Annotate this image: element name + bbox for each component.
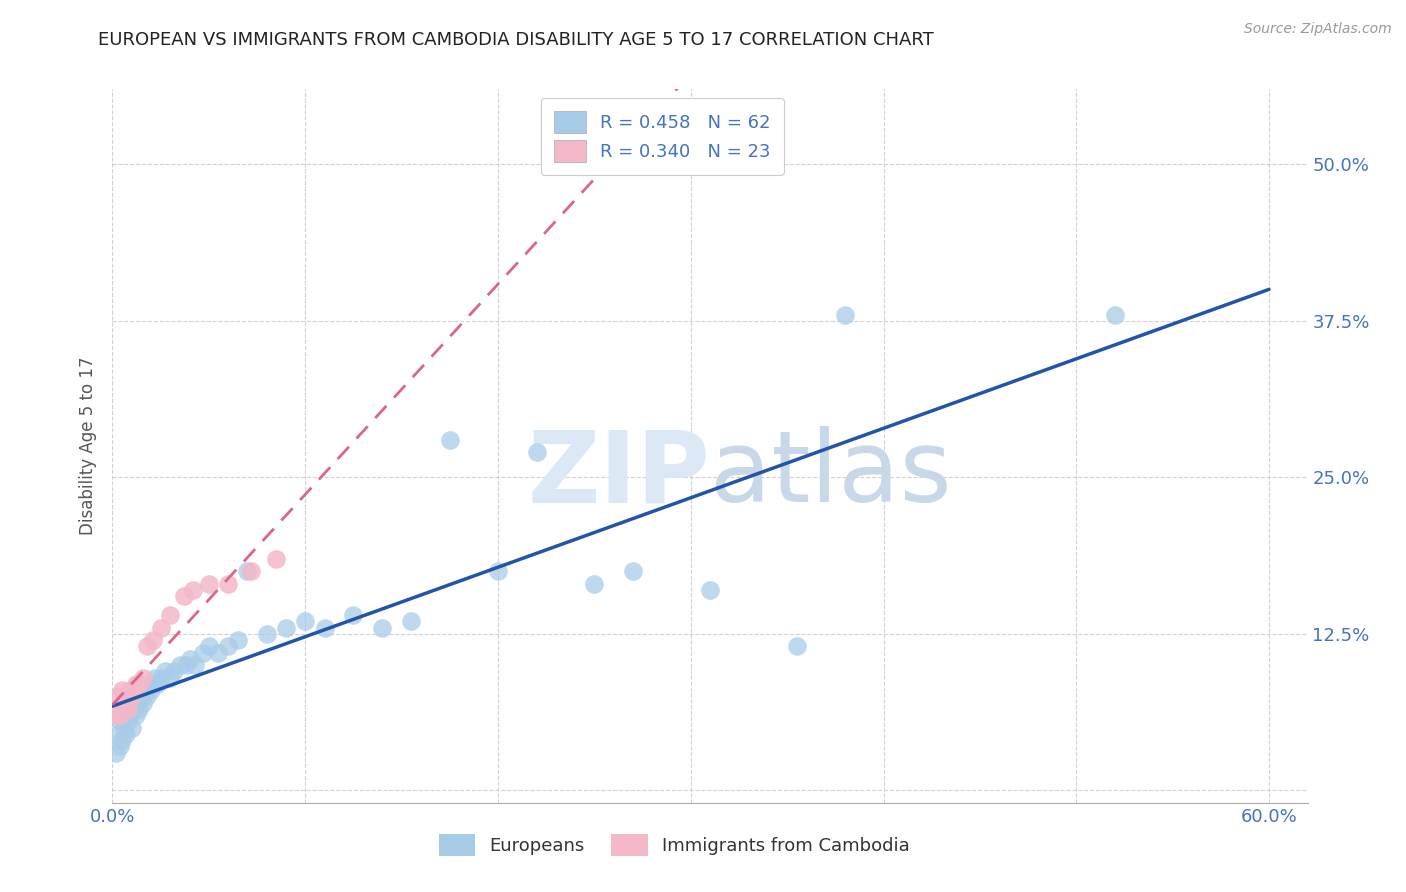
Point xyxy=(236,564,259,578)
Point xyxy=(139,683,162,698)
Point xyxy=(314,621,336,635)
Point xyxy=(124,708,146,723)
Point xyxy=(118,708,141,723)
Point xyxy=(207,646,229,660)
Point xyxy=(121,690,143,704)
Point xyxy=(149,621,172,635)
Point xyxy=(111,733,134,747)
Point xyxy=(127,690,149,704)
Point xyxy=(111,683,134,698)
Point xyxy=(174,658,197,673)
Point xyxy=(169,658,191,673)
Point xyxy=(117,702,139,716)
Point xyxy=(115,690,138,704)
Point xyxy=(1104,308,1126,322)
Point xyxy=(136,640,159,654)
Point xyxy=(179,652,201,666)
Point xyxy=(198,576,221,591)
Point xyxy=(134,683,156,698)
Point xyxy=(124,696,146,710)
Point xyxy=(122,702,145,716)
Point xyxy=(146,677,169,691)
Text: Source: ZipAtlas.com: Source: ZipAtlas.com xyxy=(1244,22,1392,37)
Point xyxy=(117,714,139,729)
Point xyxy=(294,614,316,628)
Point xyxy=(108,708,131,723)
Point xyxy=(184,658,207,673)
Text: atlas: atlas xyxy=(710,426,952,523)
Y-axis label: Disability Age 5 to 17: Disability Age 5 to 17 xyxy=(79,357,97,535)
Point xyxy=(699,582,721,597)
Point xyxy=(118,683,141,698)
Point xyxy=(621,564,644,578)
Point xyxy=(111,708,134,723)
Point xyxy=(486,564,509,578)
Point xyxy=(122,683,145,698)
Point xyxy=(342,607,364,622)
Point xyxy=(401,614,423,628)
Point xyxy=(266,551,288,566)
Point xyxy=(128,677,150,691)
Point xyxy=(117,702,139,716)
Point xyxy=(142,633,165,648)
Point xyxy=(149,671,172,685)
Point xyxy=(115,696,138,710)
Point xyxy=(143,671,166,685)
Point xyxy=(226,633,249,648)
Point xyxy=(107,690,129,704)
Point xyxy=(108,739,131,754)
Point xyxy=(786,640,808,654)
Point xyxy=(163,665,186,679)
Point xyxy=(371,621,394,635)
Point xyxy=(112,702,135,716)
Point xyxy=(122,683,145,698)
Point xyxy=(115,727,138,741)
Text: ZIP: ZIP xyxy=(527,426,710,523)
Point xyxy=(131,683,153,698)
Point xyxy=(583,576,606,591)
Point xyxy=(121,690,143,704)
Point xyxy=(183,582,205,597)
Point xyxy=(131,690,153,704)
Point xyxy=(217,640,239,654)
Point xyxy=(191,646,214,660)
Point xyxy=(274,621,297,635)
Point xyxy=(256,627,278,641)
Point xyxy=(127,677,149,691)
Point xyxy=(128,702,150,716)
Point xyxy=(105,708,128,723)
Point xyxy=(112,721,135,735)
Point xyxy=(834,308,856,322)
Point xyxy=(159,607,181,622)
Point xyxy=(217,576,239,591)
Point xyxy=(118,696,141,710)
Legend: Europeans, Immigrants from Cambodia: Europeans, Immigrants from Cambodia xyxy=(430,825,918,865)
Point xyxy=(136,690,159,704)
Point xyxy=(439,433,461,447)
Point xyxy=(526,445,548,459)
Point xyxy=(121,721,143,735)
Point xyxy=(107,727,129,741)
Point xyxy=(108,714,131,729)
Point xyxy=(138,677,160,691)
Point xyxy=(124,677,146,691)
Point xyxy=(132,671,155,685)
Point xyxy=(240,564,263,578)
Point xyxy=(112,696,135,710)
Text: EUROPEAN VS IMMIGRANTS FROM CAMBODIA DISABILITY AGE 5 TO 17 CORRELATION CHART: EUROPEAN VS IMMIGRANTS FROM CAMBODIA DIS… xyxy=(98,31,934,49)
Point xyxy=(173,589,195,603)
Point xyxy=(159,671,181,685)
Point xyxy=(153,665,176,679)
Point xyxy=(105,746,128,760)
Point xyxy=(132,696,155,710)
Point xyxy=(198,640,221,654)
